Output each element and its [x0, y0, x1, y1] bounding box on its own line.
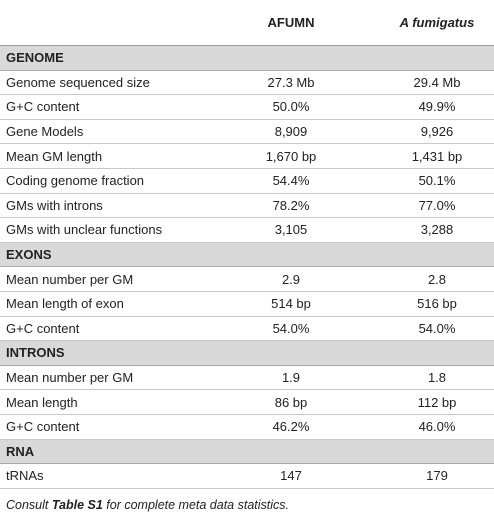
cell-value: 78.2% — [202, 193, 380, 219]
column-header: A fumigatus — [380, 0, 494, 46]
row-label: tRNAs — [0, 463, 202, 489]
footnote-text: for complete meta data statistics. — [102, 497, 290, 512]
cell-value: 1.8 — [380, 365, 494, 391]
cell-value: 86 bp — [202, 389, 380, 415]
table-row: GMs with unclear functions 3,105 3,288 — [0, 217, 494, 243]
section-title: GENOME — [0, 45, 494, 71]
table-row: Mean number per GM 1.9 1.8 — [0, 365, 494, 391]
row-label: Mean GM length — [0, 143, 202, 169]
table-row: Genome sequenced size 27.3 Mb 29.4 Mb — [0, 70, 494, 96]
section-row: EXONS — [0, 242, 494, 268]
column-header: AFUMN — [202, 0, 380, 46]
header-cell — [0, 0, 202, 46]
cell-value: 516 bp — [380, 291, 494, 317]
cell-value: 147 — [202, 463, 380, 489]
table-row: G+C content 46.2% 46.0% — [0, 414, 494, 440]
cell-value: 1,431 bp — [380, 143, 494, 169]
row-label: G+C content — [0, 94, 202, 120]
section-title: RNA — [0, 439, 494, 465]
row-label: GMs with introns — [0, 193, 202, 219]
row-label: Mean number per GM — [0, 365, 202, 391]
cell-value: 1,670 bp — [202, 143, 380, 169]
cell-value: 112 bp — [380, 389, 494, 415]
row-label: Mean number per GM — [0, 266, 202, 292]
table-row: Mean length of exon 514 bp 516 bp — [0, 291, 494, 317]
cell-value: 29.4 Mb — [380, 70, 494, 96]
section-row: GENOME — [0, 45, 494, 71]
cell-value: 2.8 — [380, 266, 494, 292]
cell-value: 50.1% — [380, 168, 494, 194]
footnote-reference: Table S1 — [51, 497, 103, 512]
row-label: Mean length of exon — [0, 291, 202, 317]
footnote-text: Consult — [6, 497, 52, 512]
cell-value: 77.0% — [380, 193, 494, 219]
table-row: Mean GM length 1,670 bp 1,431 bp — [0, 143, 494, 169]
cell-value: 49.9% — [380, 94, 494, 120]
cell-value: 46.2% — [202, 414, 380, 440]
cell-value: 1.9 — [202, 365, 380, 391]
table-row: G+C content 50.0% 49.9% — [0, 94, 494, 120]
row-label: Genome sequenced size — [0, 70, 202, 96]
table-row: G+C content 54.0% 54.0% — [0, 316, 494, 342]
header-row: AFUMN A fumigatus — [0, 0, 494, 46]
table-row: GMs with introns 78.2% 77.0% — [0, 193, 494, 219]
section-row: RNA — [0, 439, 494, 465]
row-label: Mean length — [0, 389, 202, 415]
cell-value: 2.9 — [202, 266, 380, 292]
footnote: Consult Table S1 for complete meta data … — [0, 489, 494, 512]
cell-value: 3,288 — [380, 217, 494, 243]
row-label: G+C content — [0, 414, 202, 440]
cell-value: 54.0% — [380, 316, 494, 342]
cell-value: 50.0% — [202, 94, 380, 120]
table-row: Mean number per GM 2.9 2.8 — [0, 266, 494, 292]
cell-value: 3,105 — [202, 217, 380, 243]
section-row: INTRONS — [0, 340, 494, 366]
cell-value: 8,909 — [202, 119, 380, 145]
cell-value: 9,926 — [380, 119, 494, 145]
cell-value: 179 — [380, 463, 494, 489]
cell-value: 514 bp — [202, 291, 380, 317]
cell-value: 46.0% — [380, 414, 494, 440]
table-row: Mean length 86 bp 112 bp — [0, 389, 494, 415]
cell-value: 54.0% — [202, 316, 380, 342]
table-row: Coding genome fraction 54.4% 50.1% — [0, 168, 494, 194]
row-label: G+C content — [0, 316, 202, 342]
section-title: INTRONS — [0, 340, 494, 366]
cell-value: 27.3 Mb — [202, 70, 380, 96]
table-row: tRNAs 147 179 — [0, 463, 494, 489]
section-title: EXONS — [0, 242, 494, 268]
row-label: Coding genome fraction — [0, 168, 202, 194]
table-body: GENOME Genome sequenced size 27.3 Mb 29.4 M… — [0, 45, 494, 489]
row-label: Gene Models — [0, 119, 202, 145]
table-header: AFUMN A fumigatus — [0, 0, 494, 46]
data-table: AFUMN A fumigatus GENOME Genome sequenced… — [0, 0, 494, 489]
cell-value: 54.4% — [202, 168, 380, 194]
row-label: GMs with unclear functions — [0, 217, 202, 243]
table-row: Gene Models 8,909 9,926 — [0, 119, 494, 145]
